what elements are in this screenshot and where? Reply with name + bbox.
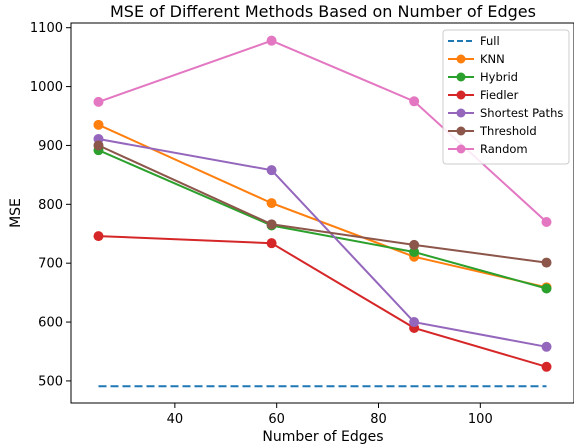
series-line-fiedler (98, 235, 547, 368)
x-tick-label: 100 (468, 412, 493, 427)
legend-marker-hybrid (456, 72, 466, 82)
data-point-threshold (409, 239, 420, 250)
legend-label-knn: KNN (480, 52, 505, 66)
legend-marker-shortest-paths (456, 108, 466, 118)
legend-box (442, 29, 570, 165)
data-point-threshold (93, 140, 104, 151)
legend-label-hybrid: Hybrid (480, 70, 518, 84)
legend-label-threshold: Threshold (479, 124, 537, 138)
data-point-shortest-paths (541, 341, 552, 352)
series-line-threshold (98, 144, 547, 264)
y-axis: 500 600 700 800 900 1000 1100 (30, 21, 71, 389)
data-point-hybrid (541, 283, 552, 294)
data-point-shortest-paths (266, 165, 277, 176)
data-point-shortest-paths (409, 317, 420, 328)
y-tick-label: 700 (38, 257, 63, 272)
legend-label-shortest-paths: Shortest Paths (480, 106, 563, 120)
chart-title: MSE of Different Methods Based on Number… (110, 2, 536, 21)
legend-marker-random (456, 144, 466, 154)
series-line-knn (98, 123, 547, 289)
legend-label-fiedler: Fiedler (480, 88, 519, 102)
data-point-threshold (541, 257, 552, 268)
legend-label-full: Full (480, 34, 500, 48)
y-tick-label: 1000 (30, 80, 63, 95)
x-tick-label: 80 (370, 412, 387, 427)
data-point-random (266, 35, 277, 46)
plot-area (70, 22, 574, 404)
legend-marker-threshold (456, 126, 466, 136)
y-tick-label: 1100 (30, 21, 63, 36)
legend: Full KNN Hybrid Fiedler Shortest Paths Thresh… (442, 29, 570, 165)
data-point-fiedler (541, 361, 552, 372)
data-point-random (409, 96, 420, 107)
data-point-random (93, 96, 104, 107)
x-axis-label: Number of Edges (262, 429, 383, 445)
series-line-shortest-paths (98, 138, 547, 348)
y-tick-label: 800 (38, 198, 63, 213)
y-tick-label: 500 (38, 374, 63, 389)
data-point-knn (266, 198, 277, 209)
x-tick-label: 40 (167, 412, 184, 427)
legend-marker-knn (456, 54, 466, 64)
data-point-random (541, 216, 552, 227)
data-point-fiedler (93, 231, 104, 242)
y-tick-label: 600 (38, 316, 63, 331)
x-axis: 40 60 80 100 (167, 403, 493, 427)
data-point-threshold (266, 219, 277, 230)
legend-label-random: Random (480, 142, 528, 156)
legend-marker-fiedler (456, 90, 466, 100)
data-point-fiedler (266, 238, 277, 249)
y-axis-label: MSE (8, 198, 24, 228)
data-point-hybrid (409, 247, 420, 258)
x-tick-label: 60 (268, 412, 285, 427)
series-line-hybrid (98, 149, 547, 290)
data-point-knn (93, 119, 104, 130)
y-tick-label: 900 (38, 139, 63, 154)
